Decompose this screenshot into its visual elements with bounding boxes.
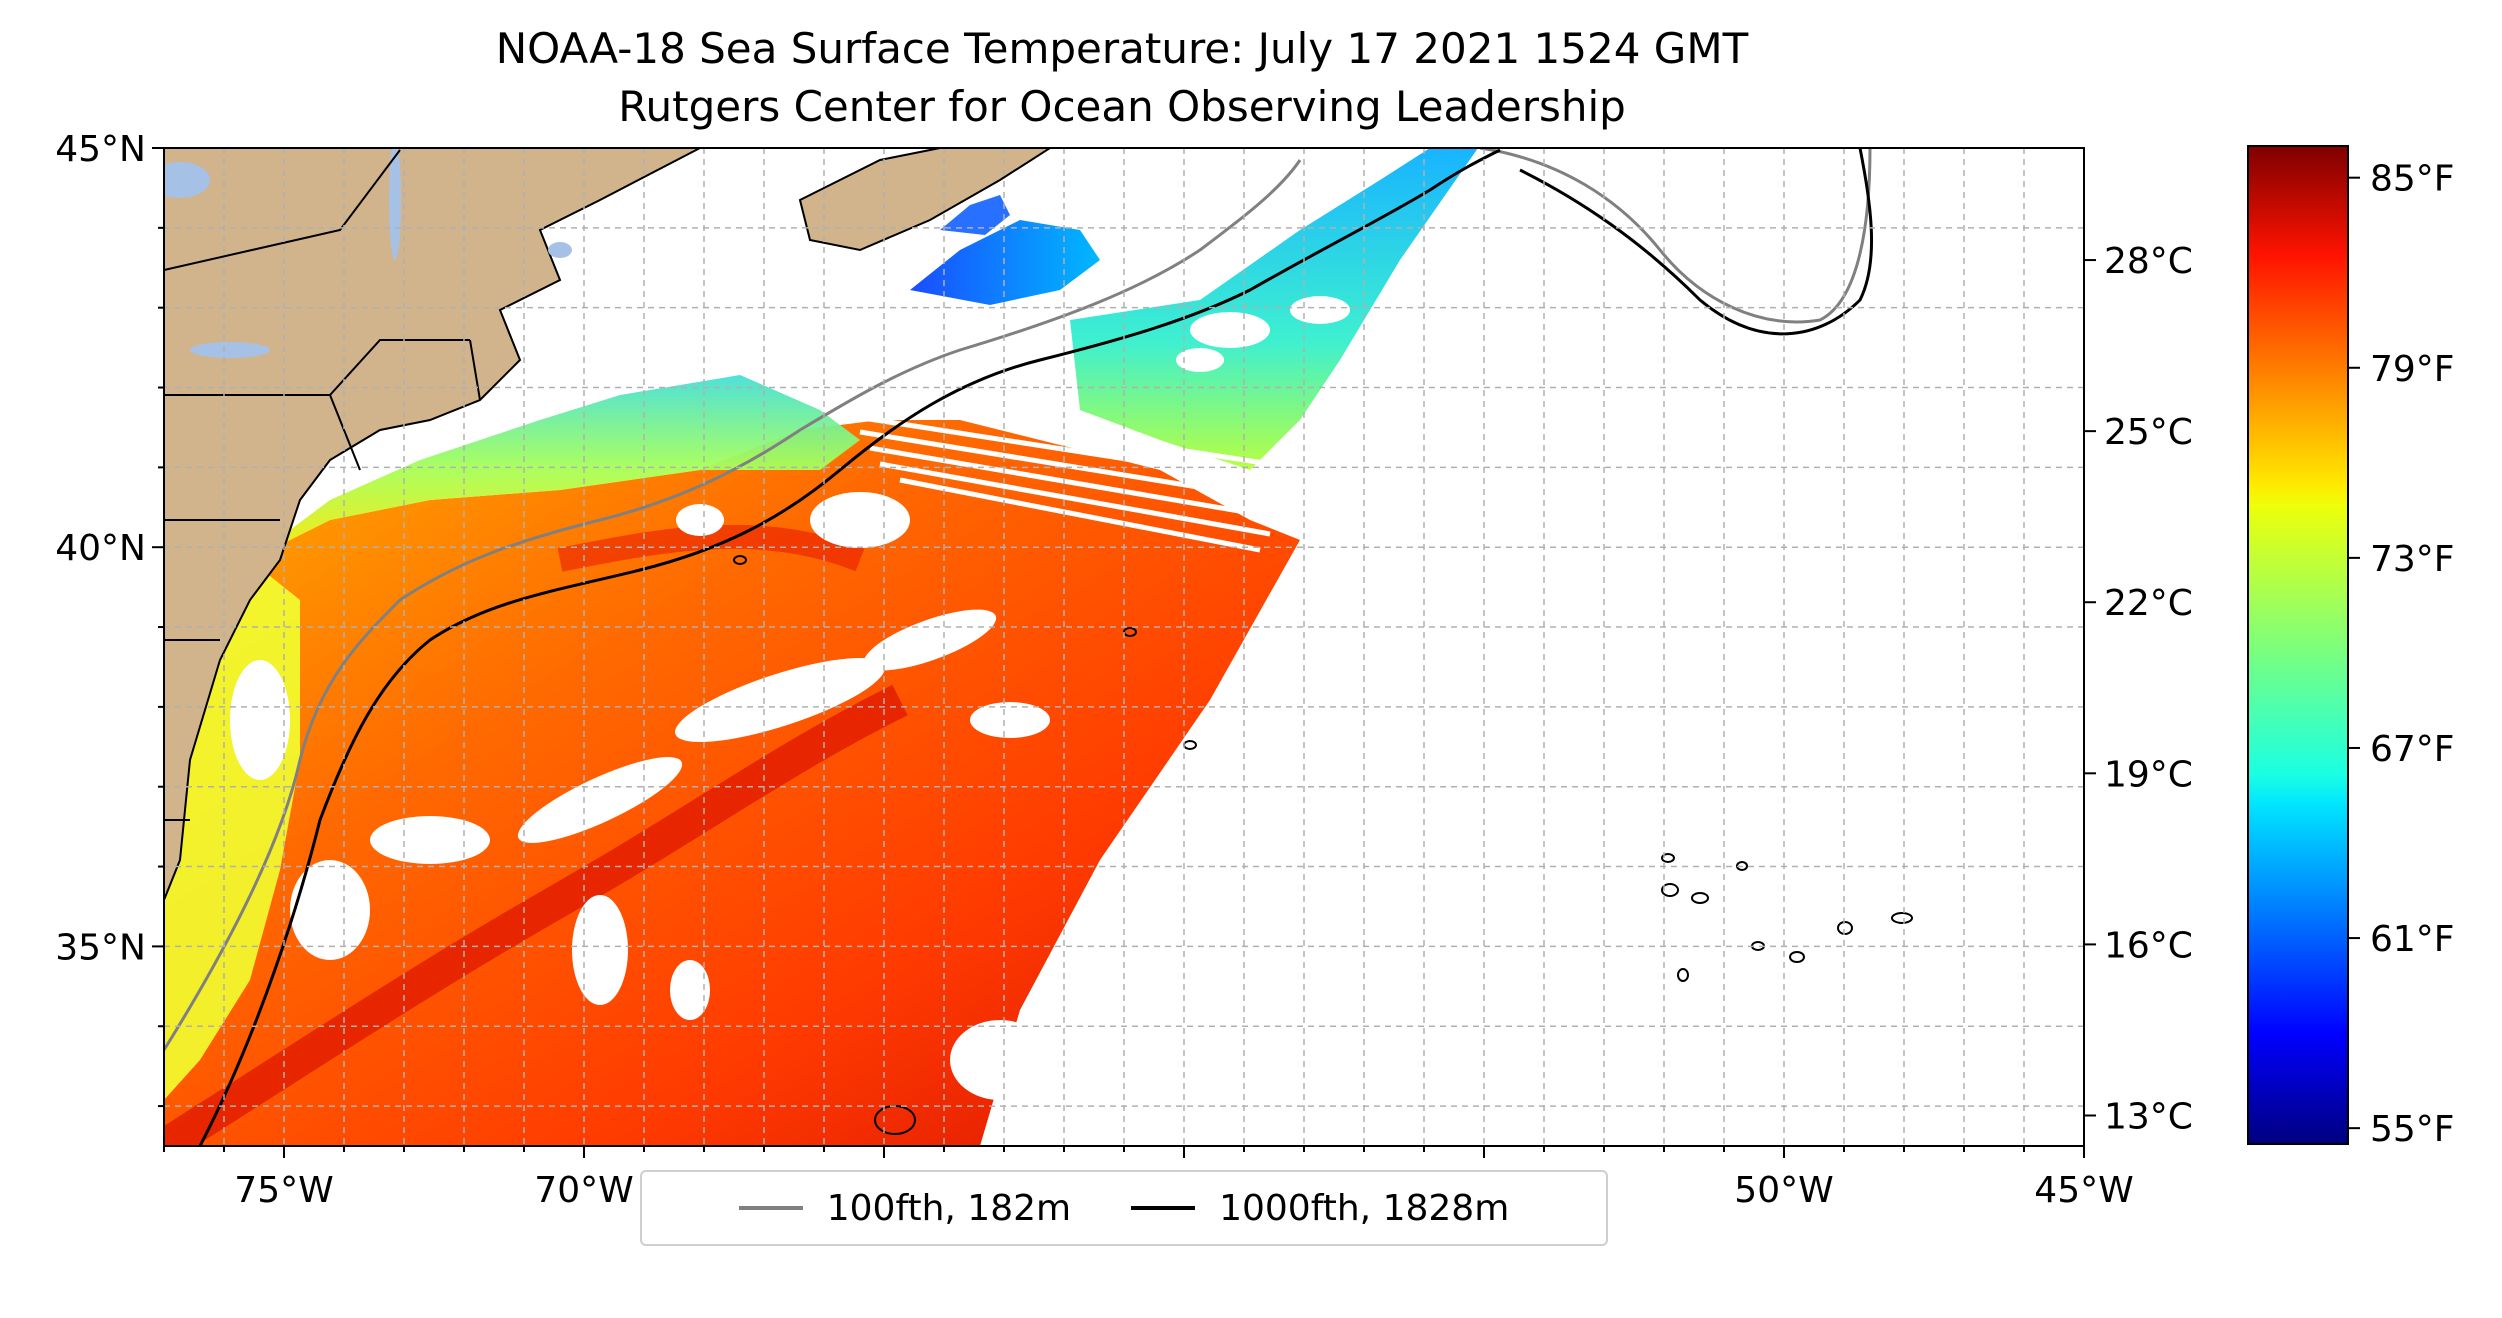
legend-swatch-1000fth bbox=[1131, 1206, 1196, 1210]
cloud-gaps bbox=[230, 296, 1350, 1100]
colorbar-celsius-ticks: 13°C 16°C 19°C 22°C 25°C 28°C bbox=[2084, 241, 2193, 1137]
scan-stripes bbox=[849, 397, 1311, 553]
colorbar-fahrenheit-label: 85°F bbox=[2370, 159, 2455, 200]
colorbar-celsius-label: 13°C bbox=[2104, 1096, 2193, 1137]
colorbar-celsius-label: 16°C bbox=[2104, 925, 2193, 966]
legend-swatch-100fth bbox=[738, 1206, 803, 1210]
colorbar-celsius-label: 19°C bbox=[2104, 754, 2193, 795]
sst-hot-streak-2 bbox=[557, 524, 865, 572]
sst-hot-streak bbox=[164, 684, 908, 1146]
plot-area bbox=[164, 148, 1913, 1146]
colorbar-fahrenheit-label: 55°F bbox=[2370, 1109, 2455, 1150]
colorbar-fahrenheit-label: 79°F bbox=[2370, 349, 2455, 390]
land-us-northeast bbox=[164, 148, 701, 901]
state-borders bbox=[164, 149, 481, 821]
legend: 100fth, 182m 1000fth, 1828m bbox=[640, 1170, 1608, 1246]
map-title: NOAA-18 Sea Surface Temperature: July 17… bbox=[495, 24, 1749, 73]
sst-cold-patch bbox=[910, 220, 1100, 305]
x-tick-label: 75°W bbox=[234, 1170, 333, 1211]
colorbar-fahrenheit-label: 73°F bbox=[2370, 539, 2455, 580]
legend-item-1000fth: 1000fth, 1828m bbox=[1131, 1188, 1509, 1229]
colorbar: 13°C 16°C 19°C 22°C 25°C 28°C 55°F 61°F 67°F 73°… bbox=[2084, 145, 2455, 1150]
y-axis: 45°N 40°N 35°N bbox=[55, 129, 164, 1108]
colorbar-fahrenheit-label: 61°F bbox=[2370, 919, 2455, 960]
colorbar-fahrenheit-ticks: 55°F 61°F 67°F 73°F 79°F 85°F bbox=[2348, 159, 2455, 1150]
y-tick-label: 45°N bbox=[55, 129, 146, 170]
colorbar-gradient bbox=[2247, 145, 2349, 1145]
legend-item-100fth: 100fth, 182m bbox=[738, 1187, 1072, 1229]
colorbar-celsius-label: 22°C bbox=[2104, 583, 2193, 624]
y-tick-label: 35°N bbox=[55, 927, 146, 968]
colorbar-fahrenheit-label: 67°F bbox=[2370, 729, 2455, 770]
sst-cold-patch-2 bbox=[940, 195, 1010, 235]
x-tick-label: 50°W bbox=[1734, 1170, 1833, 1211]
legend-label-1000fth: 1000fth, 1828m bbox=[1219, 1187, 1510, 1229]
colorbar-celsius-label: 25°C bbox=[2104, 412, 2193, 453]
colorbar-celsius-label: 28°C bbox=[2104, 241, 2193, 282]
legend-label-100fth: 100fth, 182m bbox=[826, 1187, 1072, 1229]
land-nova-scotia bbox=[798, 148, 1052, 252]
lakes bbox=[164, 148, 572, 358]
x-tick-label: 70°W bbox=[534, 1170, 633, 1211]
map-subtitle: Rutgers Center for Ocean Observing Leade… bbox=[618, 82, 1626, 131]
contour-100fth bbox=[164, 148, 1872, 1051]
x-tick-label: 45°W bbox=[2034, 1170, 2133, 1211]
y-tick-label: 40°N bbox=[55, 528, 146, 569]
